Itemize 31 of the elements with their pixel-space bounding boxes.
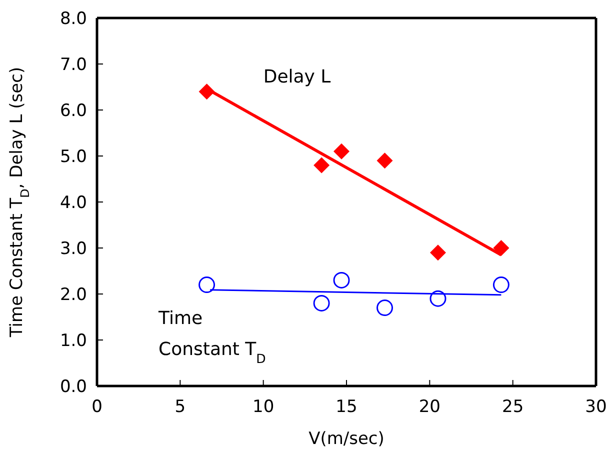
point [198,84,215,100]
x-tick-label: 15 [336,397,358,418]
y-tick-label: 5.0 [60,147,87,168]
x-tick-label: 25 [502,397,524,418]
x-tick-label: 10 [252,397,274,418]
x-tick-label: 20 [418,397,440,418]
y-tick-label: 0.0 [60,377,87,398]
point [430,290,446,307]
text: Time Constant T$_{D}$ [158,308,266,366]
point [314,157,330,174]
point [334,143,350,160]
point [492,276,510,294]
text: Delay L [263,66,331,88]
y-tick-label: 2.0 [60,285,87,306]
y-tick-label: 1.0 [60,331,87,352]
x-tick-label: 5 [174,397,186,418]
y-tick-label: 8.0 [60,9,87,30]
point [313,294,330,312]
point [376,152,393,169]
y-tick-label: 3.0 [60,239,87,260]
point [333,272,350,288]
x-axis-title: V(m/sec) [308,429,384,449]
point [493,240,510,256]
y-tick-label: 4.0 [60,193,87,214]
y-tick-label: 6.0 [60,101,87,122]
point [430,244,446,261]
y-tick-label: 7.0 [60,55,87,76]
x-tick-label: 30 [585,397,606,418]
x-tick-label: 0 [92,397,102,418]
point [376,300,394,316]
point [198,276,216,294]
